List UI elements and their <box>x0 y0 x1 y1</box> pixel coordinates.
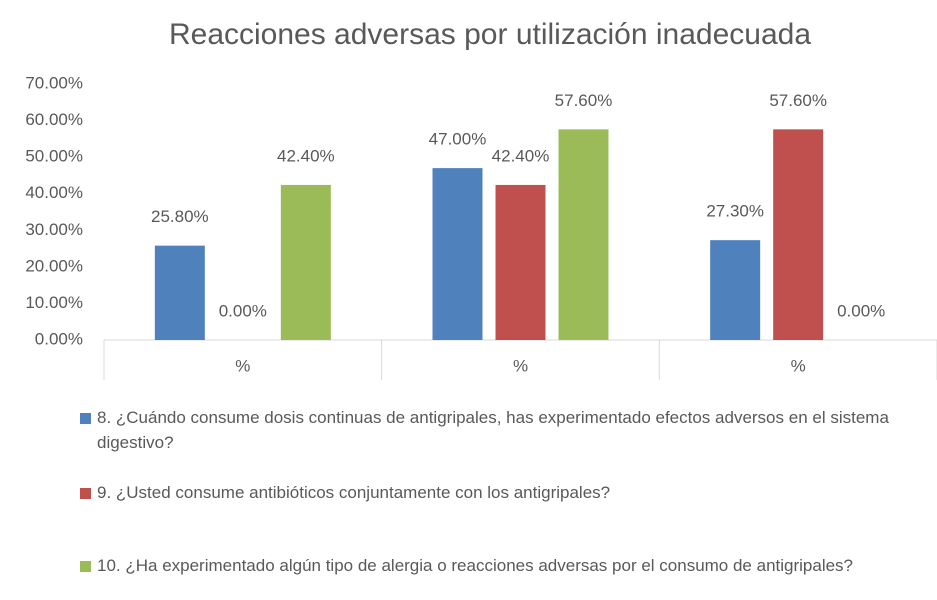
y-tick-label: 60.00% <box>25 110 83 129</box>
legend-label: 9. ¿Usted consume antibióticos conjuntam… <box>97 483 611 502</box>
legend-swatch <box>80 488 91 499</box>
legend-swatch <box>80 413 91 424</box>
bar <box>432 168 483 340</box>
y-tick-label: 70.00% <box>25 73 83 92</box>
legend-entry: 8. ¿Cuándo consume dosis continuas de an… <box>80 405 917 455</box>
legend-swatch <box>80 561 91 572</box>
bar <box>558 129 609 340</box>
x-tick-label: % <box>235 356 250 375</box>
legend-label: 10. ¿Ha experimentado algún tipo de aler… <box>97 556 854 575</box>
x-tick-label: % <box>791 356 806 375</box>
y-tick-label: 10.00% <box>25 293 83 312</box>
data-label: 57.60% <box>555 91 613 110</box>
legend-entry: 10. ¿Ha experimentado algún tipo de aler… <box>80 553 917 578</box>
y-tick-label: 0.00% <box>35 329 83 348</box>
y-tick-label: 50.00% <box>25 147 83 166</box>
x-tick-label: % <box>513 356 528 375</box>
chart-title: Reacciones adversas por utilización inad… <box>169 18 811 51</box>
data-label: 25.80% <box>151 207 209 226</box>
y-tick-label: 30.00% <box>25 220 83 239</box>
bar <box>495 184 546 340</box>
data-label: 42.40% <box>277 146 335 165</box>
data-label: 27.30% <box>706 202 764 221</box>
bar <box>280 184 331 340</box>
bar <box>710 240 761 340</box>
legend-label: 8. ¿Cuándo consume dosis continuas de an… <box>97 408 889 452</box>
legend-entry: 9. ¿Usted consume antibióticos conjuntam… <box>80 480 917 505</box>
y-tick-label: 20.00% <box>25 256 83 275</box>
data-label: 0.00% <box>219 301 267 320</box>
bar <box>773 129 824 340</box>
data-label: 0.00% <box>837 301 885 320</box>
data-label: 47.00% <box>429 130 487 149</box>
data-label: 42.40% <box>492 146 550 165</box>
y-tick-label: 40.00% <box>25 183 83 202</box>
bar <box>154 245 205 340</box>
data-label: 57.60% <box>769 91 827 110</box>
plot: Reacciones adversas por utilización inad… <box>25 18 937 380</box>
